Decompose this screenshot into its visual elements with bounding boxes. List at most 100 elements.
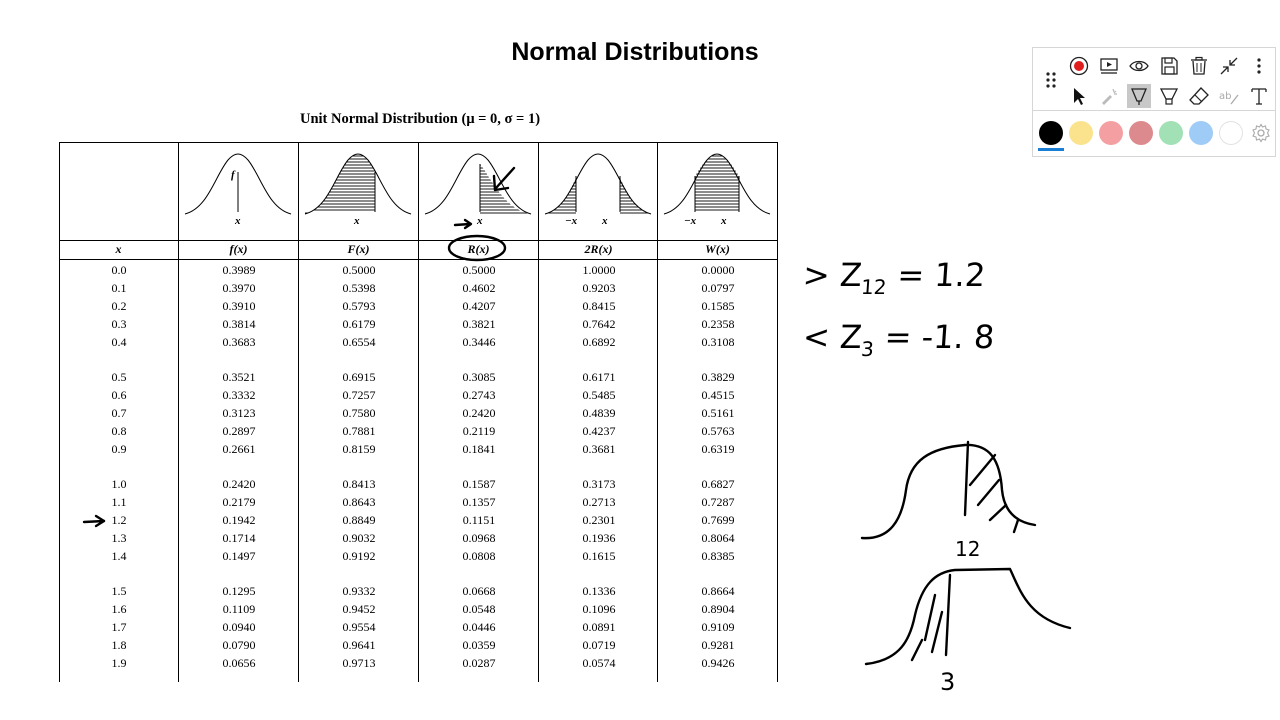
color-swatch-blue[interactable] <box>1189 121 1213 145</box>
text-icon[interactable] <box>1247 84 1271 108</box>
density-curve-icon: f x <box>184 153 292 227</box>
cell-Wx: 0.8385 <box>701 549 735 563</box>
collapse-icon[interactable] <box>1217 54 1241 78</box>
cell-Wx: 0.7287 <box>701 495 735 509</box>
cell-Fx: 0.9032 <box>342 531 376 545</box>
cell-Wx: 0.9426 <box>701 656 735 670</box>
cell-2Rx: 0.8415 <box>582 299 616 313</box>
annotation-rhs: = 1.2 <box>896 256 987 294</box>
color-swatch-white[interactable] <box>1219 121 1243 145</box>
header-divider <box>59 240 778 241</box>
cell-2Rx: 1.0000 <box>582 263 616 277</box>
cell-2Rx: 0.1936 <box>582 531 616 545</box>
slide-title: Normal Distributions <box>511 38 759 66</box>
cell-Wx: 0.3829 <box>701 370 735 384</box>
right-tail-curve-icon: x <box>424 153 532 227</box>
cell-Fx: 0.6554 <box>342 335 376 349</box>
cell-Fx: 0.8643 <box>342 495 376 509</box>
cell-fx: 0.3123 <box>222 406 256 420</box>
eye-icon[interactable] <box>1127 54 1151 78</box>
cell-fx: 0.2179 <box>222 495 256 509</box>
cell-x: 1.7 <box>111 620 127 634</box>
cell-Fx: 0.5398 <box>342 281 376 295</box>
color-swatch-black[interactable] <box>1039 121 1063 145</box>
cell-Fx: 0.5000 <box>342 263 376 277</box>
sketch-bell-curve-left-tail <box>864 567 1072 666</box>
cell-x: 0.0 <box>111 263 127 277</box>
highlighter-icon[interactable] <box>1157 84 1181 108</box>
more-vertical-icon[interactable] <box>1247 54 1271 78</box>
curve-label-x: x <box>720 215 727 227</box>
color-swatch-yellow[interactable] <box>1069 121 1093 145</box>
record-icon[interactable] <box>1067 54 1091 78</box>
handwriting-to-text-icon[interactable]: ab <box>1217 84 1241 108</box>
cell-x: 1.6 <box>111 602 127 616</box>
cell-fx: 0.0790 <box>222 638 256 652</box>
cell-Rx: 0.3821 <box>462 317 496 331</box>
cell-Rx: 0.2420 <box>462 406 496 420</box>
cell-2Rx: 0.7642 <box>582 317 616 331</box>
cell-2Rx: 0.3681 <box>582 442 616 456</box>
cell-Wx: 0.0797 <box>701 281 735 295</box>
cell-fx: 0.0940 <box>222 620 256 634</box>
curve-label-neg-x: −x <box>565 215 578 227</box>
cell-Rx: 0.2119 <box>462 424 496 438</box>
settings-gear-icon[interactable] <box>1249 121 1273 145</box>
cell-Fx: 0.7580 <box>342 406 376 420</box>
cell-x: 0.5 <box>111 370 127 384</box>
cell-Wx: 0.9281 <box>701 638 735 652</box>
cell-fx: 0.2420 <box>222 477 256 491</box>
screen-present-icon[interactable] <box>1097 54 1121 78</box>
pointer-icon[interactable] <box>1067 84 1091 108</box>
cell-Fx: 0.9713 <box>342 656 376 670</box>
cell-Wx: 0.0000 <box>701 263 735 277</box>
cell-Rx: 0.4207 <box>462 299 496 313</box>
cell-Fx: 0.9332 <box>342 584 376 598</box>
cell-Rx: 0.0668 <box>462 584 496 598</box>
save-icon[interactable] <box>1157 54 1181 78</box>
cell-fx: 0.1497 <box>222 549 256 563</box>
cell-fx: 0.3683 <box>222 335 256 349</box>
cell-Wx: 0.4515 <box>701 388 735 402</box>
pen-icon[interactable] <box>1127 84 1151 108</box>
cell-Wx: 0.7699 <box>701 513 735 527</box>
sketch-label-12: 12 <box>955 537 981 561</box>
column-divider <box>178 142 179 682</box>
cell-Fx: 0.6915 <box>342 370 376 384</box>
cell-Fx: 0.8159 <box>342 442 376 456</box>
color-swatch-pink[interactable] <box>1099 121 1123 145</box>
cell-Rx: 0.3446 <box>462 335 496 349</box>
cell-2Rx: 0.6892 <box>582 335 616 349</box>
trash-icon[interactable] <box>1187 54 1211 78</box>
cumulative-curve-icon: x <box>304 153 412 227</box>
cell-Wx: 0.5763 <box>701 424 735 438</box>
cell-2Rx: 0.1615 <box>582 549 616 563</box>
curve-label-neg-x: −x <box>684 215 697 227</box>
cell-x: 1.1 <box>111 495 127 509</box>
drag-handle-icon[interactable] <box>1039 68 1063 92</box>
annotation-line-1: > Z12 = 1.2 <box>802 256 987 299</box>
cell-2Rx: 0.6171 <box>582 370 616 384</box>
cell-Fx: 0.9452 <box>342 602 376 616</box>
column-header-2Rx: 2R(x) <box>584 242 613 256</box>
cell-2Rx: 0.4237 <box>582 424 616 438</box>
cell-Rx: 0.4602 <box>462 281 496 295</box>
eraser-icon[interactable] <box>1187 84 1211 108</box>
annotation-subscript: 3 <box>860 337 875 361</box>
color-swatch-green[interactable] <box>1159 121 1183 145</box>
color-swatch-rose[interactable] <box>1129 121 1153 145</box>
cell-x: 0.6 <box>111 388 127 402</box>
cell-Rx: 0.0968 <box>462 531 496 545</box>
column-header-fx: f(x) <box>229 242 248 256</box>
cell-Wx: 0.6827 <box>701 477 735 491</box>
annotation-line-2: < Z3 = -1. 8 <box>802 318 996 361</box>
cell-fx: 0.0656 <box>222 656 256 670</box>
cell-2Rx: 0.3173 <box>582 477 616 491</box>
cell-x: 0.3 <box>111 317 127 331</box>
cell-2Rx: 0.2713 <box>582 495 616 509</box>
cell-fx: 0.1714 <box>222 531 256 545</box>
curve-label-x: x <box>601 215 608 227</box>
laser-pointer-icon[interactable] <box>1097 84 1121 108</box>
cell-x: 0.1 <box>111 281 127 295</box>
cell-x: 1.0 <box>111 477 127 491</box>
